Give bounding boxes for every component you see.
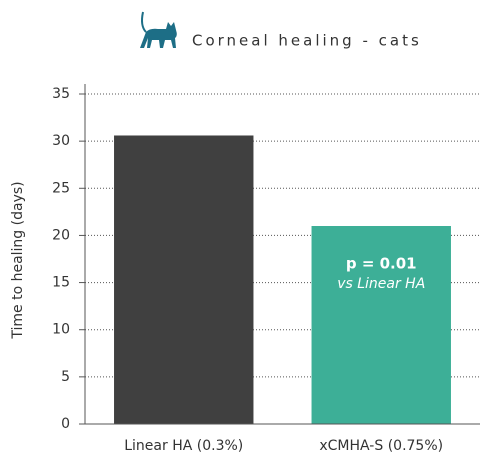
y-tick-label: 0 (61, 416, 70, 432)
y-tick-label: 5 (61, 369, 70, 385)
x-tick-label: Linear HA (0.3%) (124, 438, 243, 454)
y-tick-label: 30 (52, 133, 70, 149)
chart-title: Corneal healing - cats (192, 32, 422, 50)
bar (311, 226, 451, 424)
y-tick-label: 35 (52, 86, 70, 102)
annotation: p = 0.01 (346, 255, 417, 273)
y-axis-label: Time to healing (days) (10, 181, 26, 339)
y-tick-label: 25 (52, 180, 70, 196)
cat-icon (140, 11, 177, 48)
y-tick-label: 20 (52, 227, 70, 243)
y-tick-label: 10 (52, 322, 70, 338)
annotation: vs Linear HA (337, 276, 425, 292)
x-tick-label: xCMHA-S (0.75%) (319, 438, 443, 454)
y-tick-label: 15 (52, 275, 70, 291)
bar (114, 135, 254, 424)
